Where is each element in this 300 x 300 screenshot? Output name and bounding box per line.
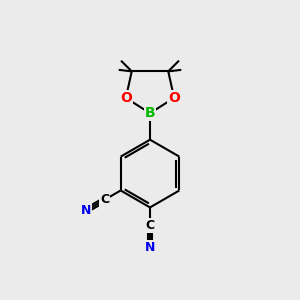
Text: C: C: [146, 219, 154, 232]
Text: B: B: [145, 106, 155, 120]
Text: N: N: [81, 204, 91, 217]
Text: C: C: [100, 193, 110, 206]
Text: O: O: [168, 91, 180, 105]
Text: O: O: [120, 91, 132, 105]
Text: N: N: [145, 241, 155, 254]
